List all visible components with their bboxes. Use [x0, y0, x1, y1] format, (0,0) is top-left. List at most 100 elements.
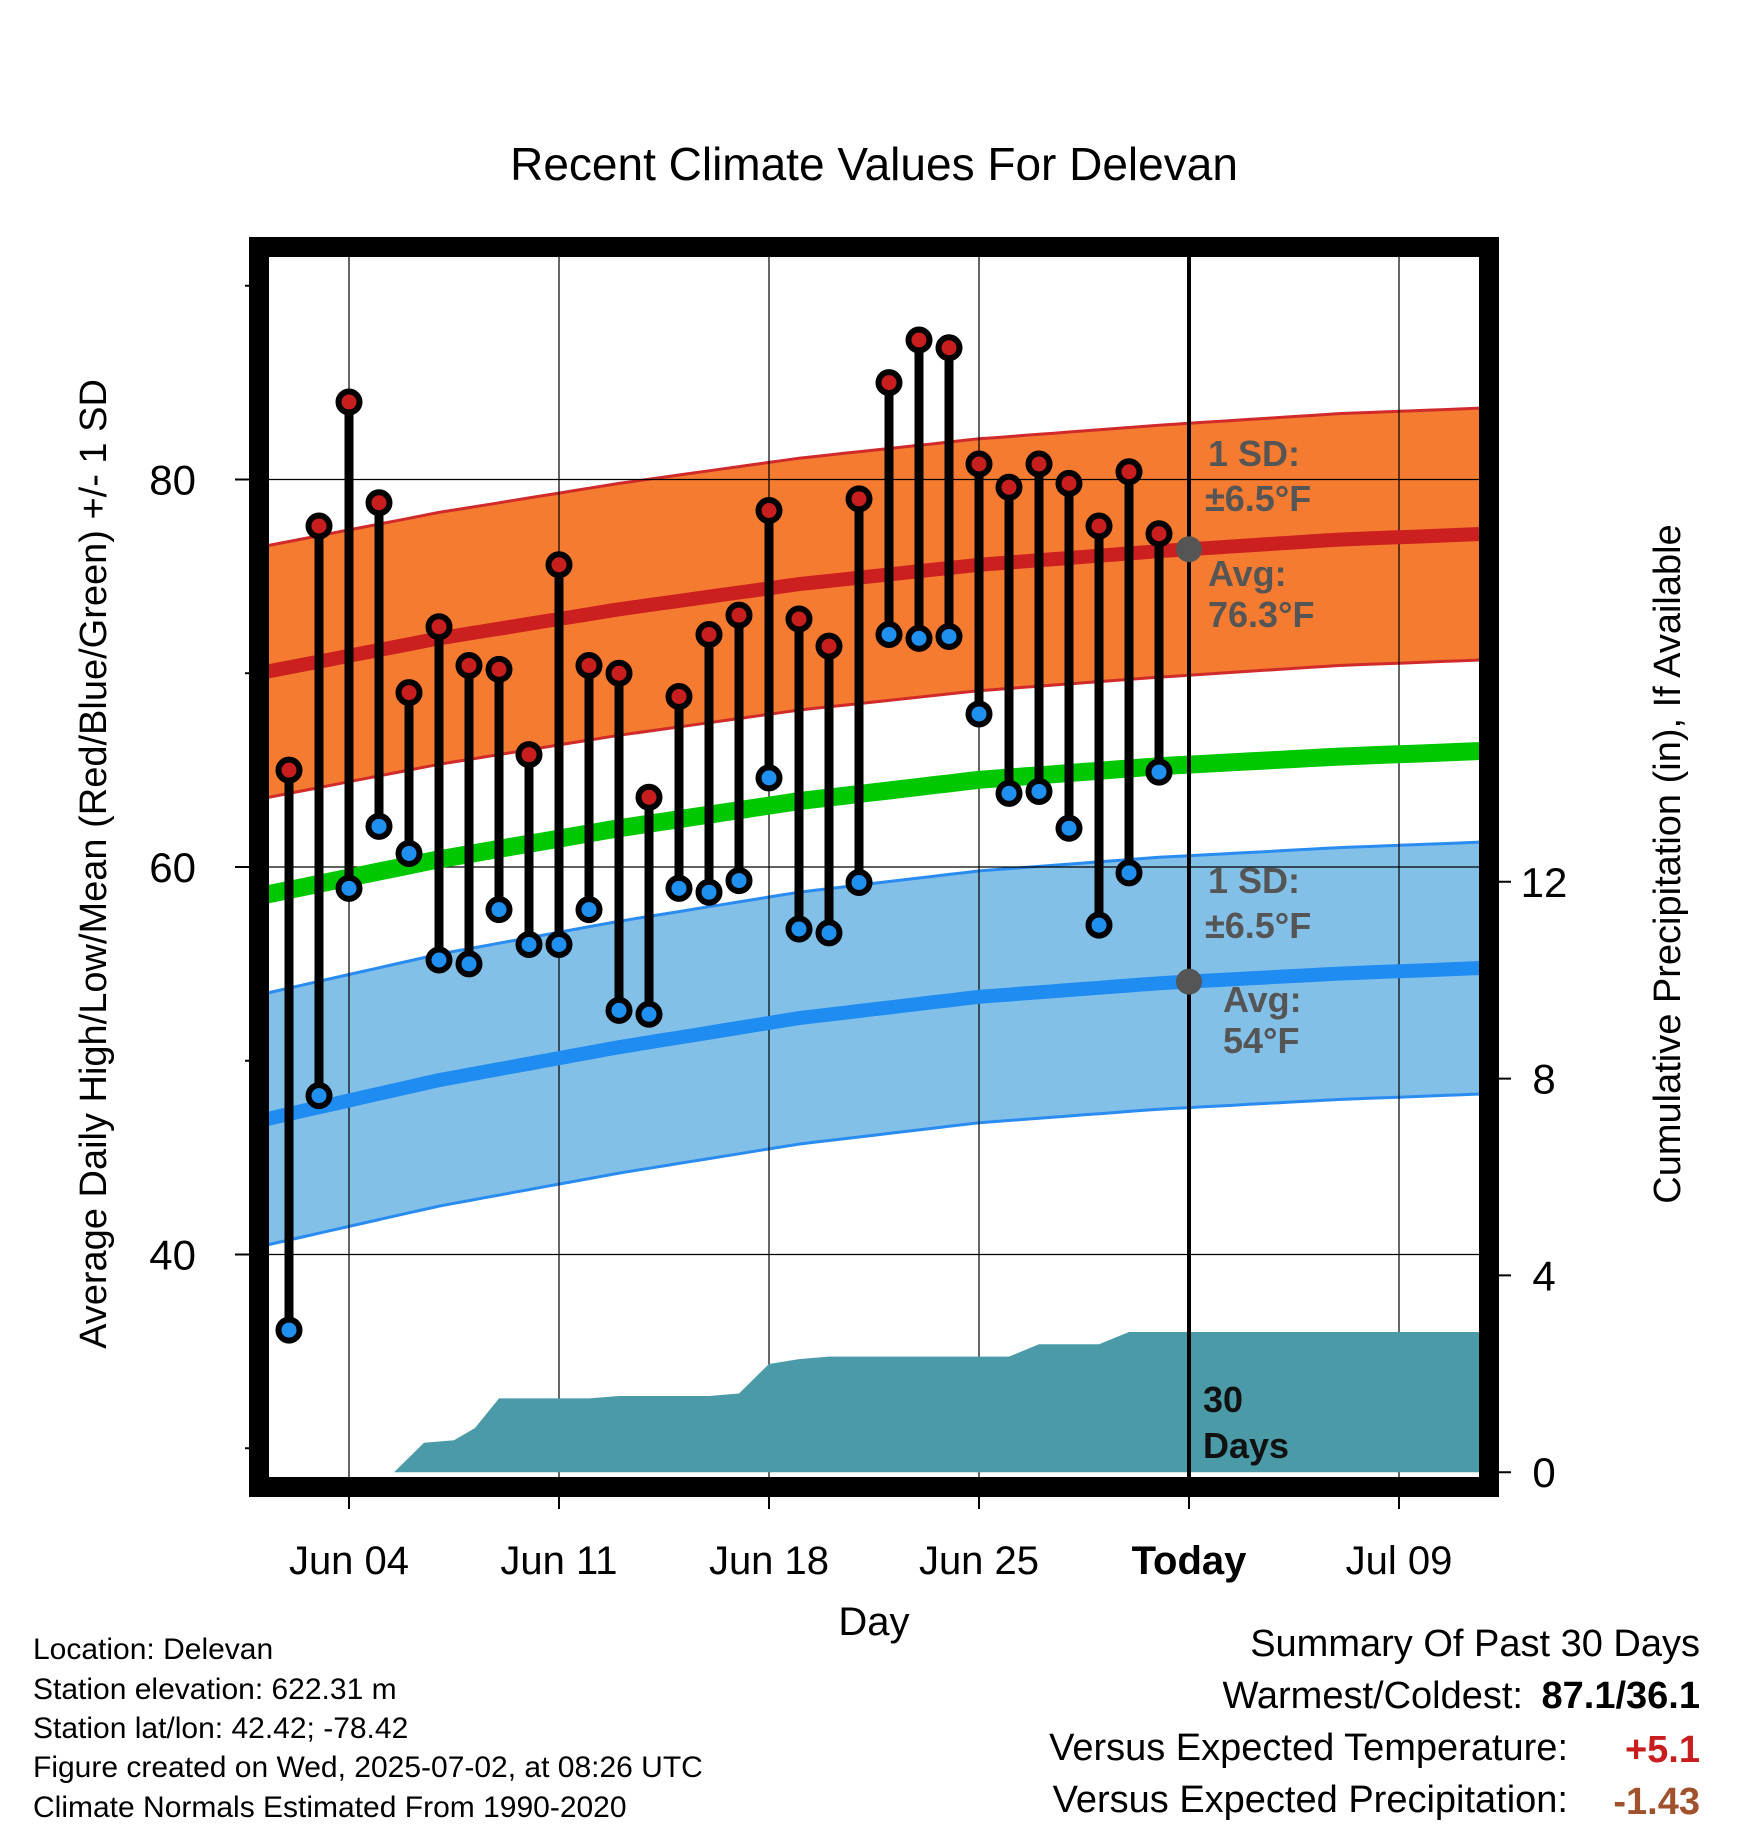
normals-text: Climate Normals Estimated From 1990-2020 [33, 1791, 627, 1824]
y-right-tick-label: 8 [1532, 1056, 1555, 1103]
low-point [635, 1000, 663, 1028]
high-point [935, 334, 963, 362]
high-point [1115, 458, 1143, 486]
low-point [365, 812, 393, 840]
low-point [1115, 859, 1143, 887]
high-point [845, 485, 873, 513]
low-sd-lower-edge [258, 1092, 1490, 1249]
high-sd-value: ±6.5°F [1205, 478, 1311, 519]
high-sd-label: 1 SD: [1208, 433, 1300, 474]
warm-cold-label: Warmest/Coldest: [1222, 1675, 1523, 1717]
low-point [605, 996, 633, 1024]
high-point [275, 756, 303, 784]
low-avg-value: 54°F [1223, 1020, 1299, 1061]
high-point [515, 741, 543, 769]
high-point [995, 473, 1023, 501]
low-point [425, 946, 453, 974]
high-point [365, 489, 393, 517]
location-text: Location: Delevan [33, 1633, 274, 1666]
low-point [575, 896, 603, 924]
low-point [1055, 814, 1083, 842]
high-point [815, 632, 843, 660]
high-point [965, 450, 993, 478]
daily-points [275, 326, 1173, 1344]
created-text: Figure created on Wed, 2025-07-02, at 08… [33, 1751, 703, 1784]
temp-anomaly-value: +5.1 [1624, 1729, 1700, 1771]
chart-title: Recent Climate Values For Delevan [510, 138, 1238, 190]
low-point [545, 931, 573, 958]
low-point [995, 779, 1023, 807]
high-point [905, 326, 933, 354]
high-sd-band [259, 407, 1489, 800]
x-tick-label: Jun 25 [919, 1539, 1039, 1583]
axes: 40 60 80 0 4 8 12 Jun 04 Jun 11 Jun 18 Jun 25 Today… [149, 284, 1568, 1583]
high-point [1055, 469, 1083, 497]
high-point [605, 659, 633, 687]
y-right-tick-label: 12 [1521, 859, 1568, 906]
low-point [845, 869, 873, 896]
low-point [935, 622, 963, 650]
high-sd-upper-edge [258, 406, 1490, 549]
precip-area [394, 1332, 1489, 1473]
x-tick-label: Jun 18 [709, 1539, 829, 1583]
low-point [815, 919, 843, 947]
low-point [785, 915, 813, 943]
normal-average-lines [257, 526, 1490, 1128]
temp-anomaly-label: Versus Expected Temperature: [1049, 1727, 1568, 1769]
low-point [1025, 777, 1053, 805]
high-point [755, 497, 783, 524]
low-point [335, 874, 363, 902]
x-tick-label: Jun 11 [500, 1539, 617, 1583]
low-point [875, 621, 903, 648]
precip-days-label: Days [1203, 1425, 1289, 1466]
high-point [635, 783, 663, 811]
x-tick-label: Today [1132, 1539, 1248, 1583]
high-point [335, 388, 363, 416]
high-point [395, 679, 423, 707]
high-point [665, 683, 693, 710]
low-point [905, 624, 933, 652]
high-point [305, 512, 333, 540]
x-axis-label: Day [838, 1600, 909, 1644]
y-tick-label: 40 [149, 1232, 196, 1279]
y-axis-label: Average Daily High/Low/Mean (Red/Blue/Gr… [73, 379, 115, 1349]
low-sd-value: ±6.5°F [1205, 905, 1311, 946]
low-point [455, 950, 483, 978]
high-point [725, 601, 753, 629]
low-point [1145, 758, 1173, 786]
high-point [875, 369, 903, 397]
low-today-dot [1176, 968, 1202, 995]
y-right-tick-label: 0 [1532, 1449, 1555, 1496]
high-point [1085, 512, 1113, 540]
low-point [1085, 911, 1113, 939]
high-point [785, 605, 813, 633]
high-point [1025, 450, 1053, 478]
high-avg-value: 76.3°F [1208, 594, 1314, 635]
precipitation-area [394, 1332, 1489, 1473]
low-point [725, 867, 753, 895]
low-point [665, 874, 693, 902]
low-sd-upper-edge [258, 840, 1490, 997]
x-tick-label: Jun 04 [289, 1539, 409, 1583]
low-point [305, 1082, 333, 1110]
y-tick-label: 60 [149, 844, 196, 891]
low-sd-label: 1 SD: [1208, 860, 1300, 901]
elevation-text: Station elevation: 622.31 m [33, 1673, 397, 1706]
summary-title: Summary Of Past 30 Days [1250, 1623, 1700, 1665]
y-right-axis-label: Cumulative Precipitation (in), If Availa… [1647, 524, 1689, 1203]
low-point [275, 1316, 303, 1344]
precip-days-number: 30 [1203, 1379, 1243, 1420]
high-point [695, 621, 723, 648]
y-right-tick-label: 4 [1532, 1252, 1555, 1299]
high-point [545, 551, 573, 579]
y-tick-label: 80 [149, 457, 196, 504]
low-point [695, 878, 723, 906]
x-tick-label: Jul 09 [1346, 1539, 1453, 1583]
high-point [575, 652, 603, 679]
high-point [485, 655, 513, 683]
high-point [1145, 520, 1173, 548]
high-normal-line [257, 526, 1490, 681]
high-point [425, 613, 453, 641]
high-sd-lower-edge [258, 658, 1490, 801]
